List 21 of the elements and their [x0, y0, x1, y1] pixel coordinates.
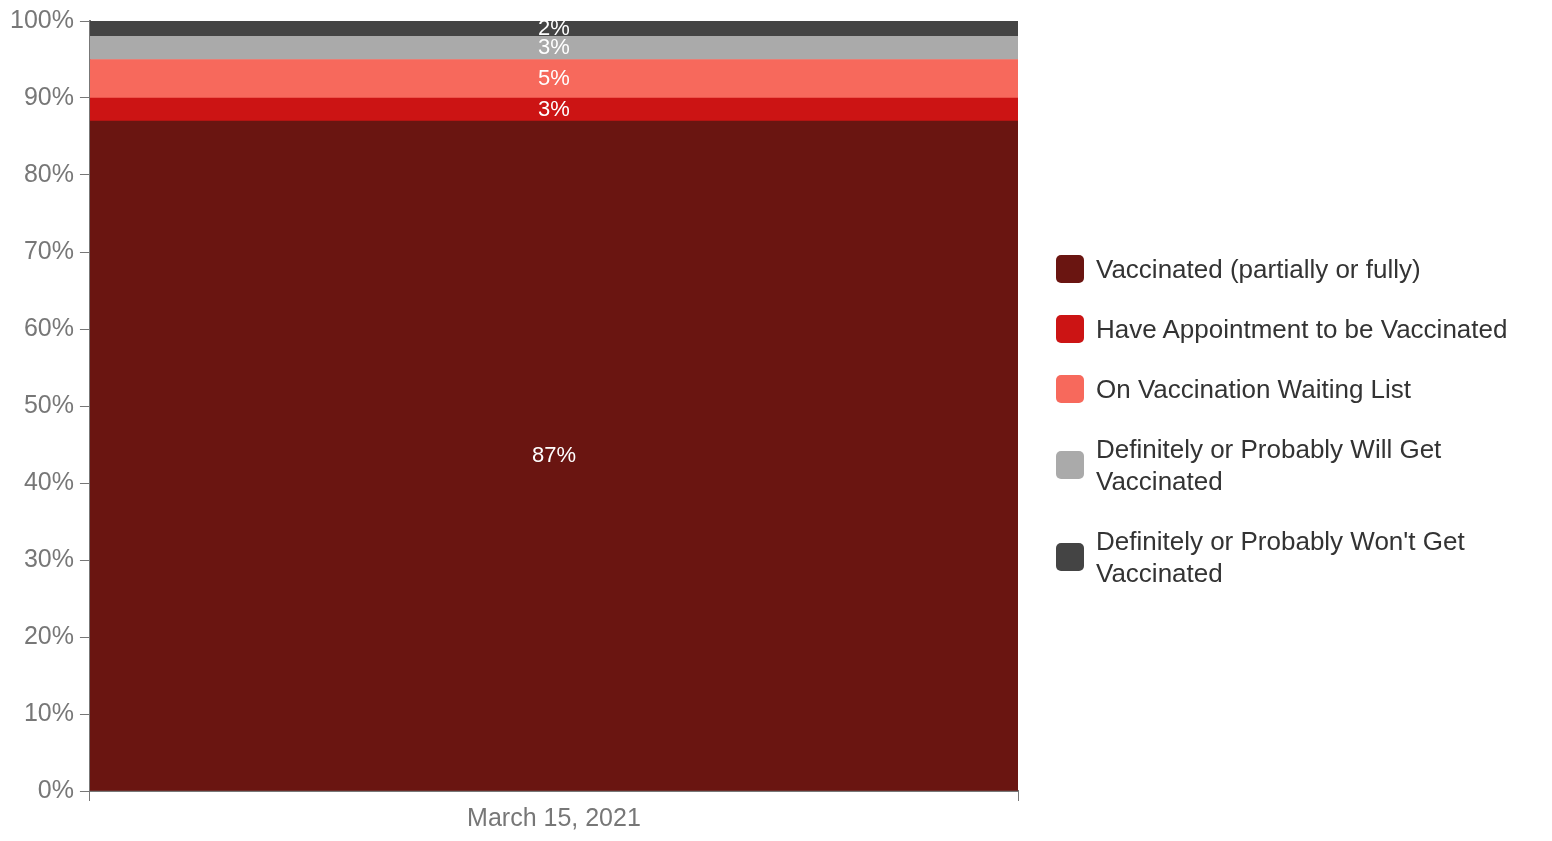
y-tick-label: 90%: [23, 81, 74, 110]
data-label: 5%: [538, 64, 570, 90]
y-tick-label: 0%: [37, 774, 74, 803]
y-tick-label: 80%: [23, 158, 74, 187]
y-tick-label: 100%: [9, 4, 74, 33]
legend-label: Definitely or Probably Will Get Vaccinated: [1096, 432, 1443, 497]
data-label: 3%: [538, 34, 570, 60]
legend-label: Have Appointment to be Vaccinated: [1096, 312, 1508, 345]
data-label: 87%: [531, 441, 576, 467]
legend-label: Definitely or Probably Won't Get Vaccinated: [1096, 524, 1466, 589]
y-tick-label: 50%: [23, 389, 74, 418]
y-tick-label: 70%: [23, 235, 74, 264]
y-tick-label: 10%: [23, 697, 74, 726]
data-label: 3%: [538, 95, 570, 121]
y-tick-label: 30%: [23, 543, 74, 572]
legend-label: Vaccinated (partially or fully): [1096, 252, 1421, 285]
x-tick-label: March 15, 2021: [467, 802, 641, 831]
y-tick-label: 60%: [23, 312, 74, 341]
legend-label: On Vaccination Waiting List: [1096, 372, 1412, 405]
y-tick-label: 40%: [23, 466, 74, 495]
y-tick-label: 20%: [23, 620, 74, 649]
